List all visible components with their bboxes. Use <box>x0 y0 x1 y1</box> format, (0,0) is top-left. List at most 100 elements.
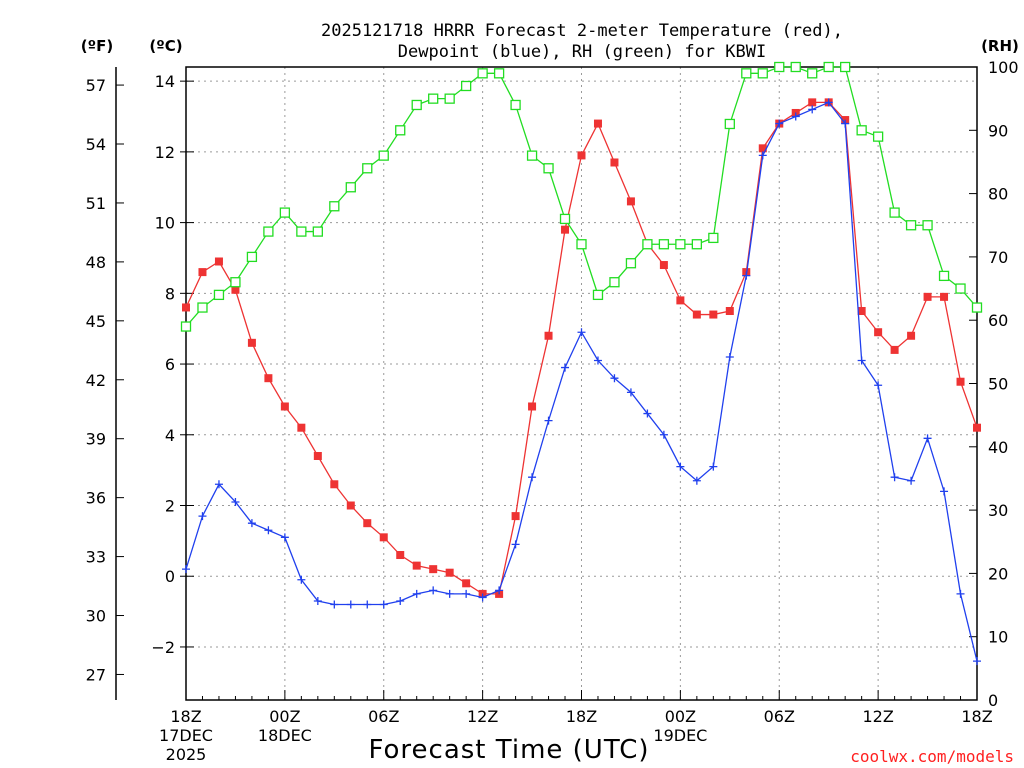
fahrenheit-tick-label: 54 <box>86 135 106 154</box>
dewpoint-point <box>429 586 438 595</box>
dewpoint-point <box>742 271 751 280</box>
fahrenheit-unit-label: (ºF) <box>81 37 113 55</box>
relative-humidity-point <box>395 125 406 136</box>
rh-unit-label: (RH) <box>981 37 1019 55</box>
temperature-point <box>923 292 932 301</box>
dewpoint-point <box>445 589 454 598</box>
relative-humidity-point <box>971 302 983 313</box>
fahrenheit-tick-label: 51 <box>86 194 106 213</box>
dewpoint-point <box>412 589 421 598</box>
dewpoint-series <box>182 98 981 666</box>
fahrenheit-tick-label: 33 <box>86 548 106 567</box>
celsius-tick-label: 14 <box>155 72 175 91</box>
celsius-tick-label: 4 <box>165 426 175 445</box>
temperature-point <box>511 512 520 521</box>
temperature-point <box>973 423 981 432</box>
dewpoint-point <box>692 476 701 485</box>
temperature-point <box>264 374 273 383</box>
relative-humidity-point <box>460 80 472 92</box>
dewpoint-point <box>198 512 207 521</box>
temperature-point <box>297 423 306 432</box>
temperature-point <box>396 551 405 560</box>
relative-humidity-point <box>543 163 554 174</box>
dewpoint-point <box>758 151 767 160</box>
temperature-point <box>725 307 734 316</box>
x-tick-label: 06Z <box>368 707 399 726</box>
dewpoint-point <box>363 600 372 609</box>
relative-humidity-point <box>889 207 900 218</box>
dewpoint-point <box>346 600 355 609</box>
relative-humidity-point <box>477 68 488 79</box>
fahrenheit-tick-label: 27 <box>86 665 106 684</box>
rh-tick-label: 40 <box>988 438 1008 457</box>
relative-humidity-point <box>840 61 851 73</box>
dewpoint-point <box>577 328 586 337</box>
relative-humidity-point <box>955 283 966 294</box>
temperature-point <box>445 568 454 577</box>
x-tick-label: 18Z <box>170 707 201 726</box>
temperature-point <box>182 303 190 312</box>
x-tick-label: 17DEC <box>159 726 213 745</box>
rh-tick-label: 20 <box>988 564 1008 583</box>
fahrenheit-tick-label: 39 <box>86 430 106 449</box>
relative-humidity-point <box>675 239 686 250</box>
relative-humidity-point <box>938 270 950 282</box>
relative-humidity-point <box>905 220 917 231</box>
dewpoint-point <box>264 526 273 535</box>
relative-humidity-series <box>180 61 983 332</box>
dewpoint-point <box>956 589 965 598</box>
relative-humidity-point <box>329 201 340 212</box>
temperature-point <box>462 579 471 588</box>
relative-humidity-point <box>757 68 768 79</box>
dewpoint-point <box>495 586 504 595</box>
relative-humidity-point <box>823 61 834 73</box>
relative-humidity-point <box>230 277 241 288</box>
relative-humidity-point <box>872 131 884 142</box>
x-tick-label: 18Z <box>961 707 992 726</box>
rh-tick-label: 100 <box>988 58 1019 77</box>
dewpoint-point <box>791 112 800 121</box>
fahrenheit-tick-label: 36 <box>86 489 106 508</box>
relative-humidity-point <box>263 226 274 237</box>
relative-humidity-point <box>510 99 521 111</box>
relative-humidity-point <box>658 239 670 250</box>
rh-tick-label: 50 <box>988 375 1008 394</box>
relative-humidity-point <box>856 125 867 136</box>
celsius-unit-label: (ºC) <box>149 37 182 55</box>
relative-humidity-point <box>592 289 604 301</box>
dewpoint-point <box>824 98 833 107</box>
dewpoint-point <box>462 589 471 598</box>
temperature-point <box>857 307 866 316</box>
relative-humidity-point <box>691 239 703 250</box>
x-tick-label: 06Z <box>764 707 795 726</box>
dewpoint-point <box>775 119 784 128</box>
x-tick-label: 12Z <box>467 707 498 726</box>
dewpoint-point <box>626 388 635 397</box>
dewpoint-point <box>610 374 619 383</box>
relative-humidity-point <box>741 68 752 79</box>
temperature-point <box>676 296 685 305</box>
axes-layer <box>115 66 978 701</box>
temperature-point <box>346 501 355 510</box>
relative-humidity-point <box>378 150 389 161</box>
rh-tick-label: 0 <box>988 691 998 710</box>
dewpoint-point <box>511 540 520 549</box>
rh-tick-label: 90 <box>988 121 1008 140</box>
fahrenheit-tick-label: 48 <box>86 253 106 272</box>
rh-tick-label: 80 <box>988 185 1008 204</box>
x-tick-label: 18DEC <box>258 726 312 745</box>
dewpoint-point <box>643 409 652 418</box>
relative-humidity-point <box>428 93 439 104</box>
x-tick-label: 2025 <box>166 745 207 764</box>
temperature-point <box>610 158 619 167</box>
dewpoint-point <box>313 596 322 605</box>
relative-humidity-line <box>185 66 978 327</box>
credit-text: coolwx.com/models <box>850 747 1014 766</box>
dewpoint-point <box>528 473 537 482</box>
temperature-point <box>577 151 586 160</box>
rh-tick-label: 60 <box>988 311 1008 330</box>
x-tick-label: 12Z <box>862 707 893 726</box>
dewpoint-point <box>841 119 850 128</box>
fahrenheit-tick-label: 45 <box>86 312 106 331</box>
